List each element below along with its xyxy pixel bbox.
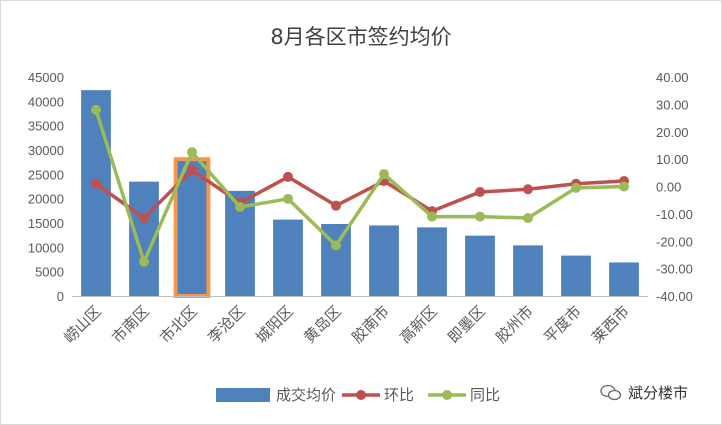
bar [609,262,639,296]
category-label: 崂山区 [60,302,105,347]
category-label: 高新区 [396,302,441,347]
category-label: 莱西市 [588,302,633,347]
bar [369,225,399,296]
chart-title: 8月各区市签约均价 [270,25,451,49]
left-tick-label: 25000 [28,167,64,182]
legend-label-yoy: 同比 [470,386,500,404]
right-tick-label: -30.00 [656,262,693,277]
legend-marker-yoy [442,390,452,400]
left-tick-label: 15000 [28,216,64,231]
category-label: 平度市 [540,302,585,347]
right-tick-label: 10.00 [656,152,689,167]
bar [465,235,495,296]
left-tick-label: 0 [57,289,64,304]
left-tick-label: 45000 [28,70,64,85]
category-label: 李沧区 [204,302,249,347]
right-tick-label: -40.00 [656,289,693,304]
right-tick-label: 20.00 [656,125,689,140]
mom-point [139,212,149,223]
left-tick-label: 10000 [28,240,64,255]
left-tick-label: 5000 [35,265,64,280]
yoy-point [619,181,629,192]
right-tick-label: 0.00 [656,180,681,195]
yoy-point [379,169,389,180]
category-label: 胶州市 [492,302,537,347]
bar [177,160,207,296]
bar [417,227,447,296]
right-tick-label: -20.00 [656,234,693,249]
yoy-point [235,202,245,213]
yoy-point [427,211,437,222]
left-tick-label: 40000 [28,94,64,109]
left-tick-label: 35000 [28,119,64,134]
yoy-line [94,109,625,264]
right-tick-label: -10.00 [656,207,693,222]
category-label: 胶南市 [348,302,393,347]
wechat-bubble-icon [600,384,622,400]
category-label: 市南区 [108,302,153,347]
mom-point [475,186,485,197]
yoy-point [331,240,341,251]
mom-line [94,168,625,220]
left-tick-label: 20000 [28,192,64,207]
mom-point [523,184,533,195]
yoy-point [91,104,101,115]
yoy-point [187,147,197,158]
bar [273,219,303,296]
legend-label-bar: 成交均价 [276,386,336,404]
watermark-text: 斌分楼市 [628,384,689,402]
yoy-point [139,256,149,267]
bar [561,255,591,296]
left-tick-label: 30000 [28,143,64,158]
category-label: 黄岛区 [300,302,345,347]
bar [513,245,543,296]
category-label: 市北区 [156,302,201,347]
legend-marker-mom [356,390,366,400]
watermark: 斌分楼市 [600,382,688,403]
legend-label-mom: 环比 [384,386,414,404]
yoy-point [475,211,485,222]
right-tick-label: 30.00 [656,97,689,112]
mom-point [283,171,293,182]
right-tick-label: 40.00 [656,70,689,85]
yoy-point [523,212,533,223]
bar [81,90,111,296]
yoy-point [283,193,293,204]
category-label: 城阳区 [252,302,297,347]
legend-swatch-bar [216,388,270,402]
mom-point [331,200,341,211]
mom-point [187,165,197,176]
category-label: 即墨区 [444,302,489,347]
mom-point [91,178,101,189]
yoy-point [571,182,581,193]
